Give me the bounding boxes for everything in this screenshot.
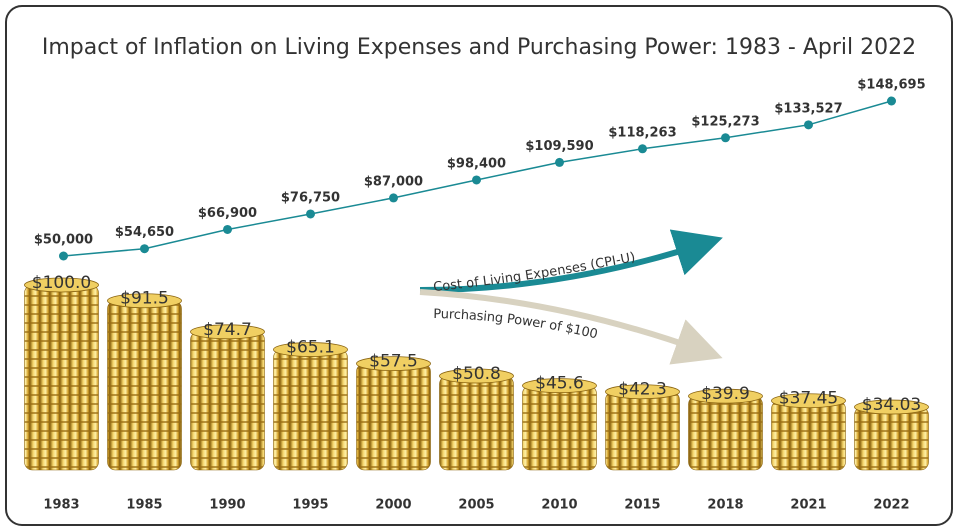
value-label: $50,000 xyxy=(34,233,93,248)
value-label: $100.0 xyxy=(32,273,91,293)
x-tick-label: 2005 xyxy=(458,498,494,513)
chart-title: Impact of Inflation on Living Expenses a… xyxy=(42,35,916,60)
value-label: $39.9 xyxy=(701,384,750,404)
point xyxy=(804,120,813,129)
coin-stack xyxy=(191,332,265,470)
coin-stack xyxy=(689,396,763,470)
value-label: $45.6 xyxy=(535,374,584,394)
x-tick-label: 2010 xyxy=(541,498,577,513)
value-label: $74.7 xyxy=(203,320,252,340)
coin-stack xyxy=(855,407,929,470)
x-tick-label: 2015 xyxy=(624,498,660,513)
point xyxy=(472,175,481,184)
value-label: $34.03 xyxy=(862,395,921,415)
coin-stack xyxy=(440,376,514,470)
value-label: $109,590 xyxy=(525,139,593,154)
x-tick-label: 1985 xyxy=(126,498,162,513)
x-tick-label: 2021 xyxy=(790,498,826,513)
coin-stack xyxy=(274,350,348,470)
coin-stack xyxy=(25,285,99,470)
value-label: $91.5 xyxy=(120,289,169,309)
value-label: $65.1 xyxy=(286,338,335,358)
value-label: $50.8 xyxy=(452,364,501,384)
value-label: $54,650 xyxy=(115,225,174,240)
x-tick-label: 1995 xyxy=(292,498,328,513)
point xyxy=(59,252,68,261)
point xyxy=(223,225,232,234)
point xyxy=(140,244,149,253)
value-label: $125,273 xyxy=(691,114,759,129)
coin-stack xyxy=(772,401,846,470)
value-label: $42.3 xyxy=(618,380,667,400)
point xyxy=(306,209,315,218)
value-label: $98,400 xyxy=(447,156,506,171)
x-tick-label: 2022 xyxy=(873,498,909,513)
point xyxy=(721,133,730,142)
value-label: $118,263 xyxy=(608,125,676,140)
point xyxy=(389,193,398,202)
chart: Impact of Inflation on Living Expenses a… xyxy=(0,0,959,531)
coin-stack xyxy=(357,364,431,470)
value-label: $148,695 xyxy=(857,78,925,93)
x-tick-label: 2018 xyxy=(707,498,743,513)
value-label: $57.5 xyxy=(369,352,418,372)
point xyxy=(555,158,564,167)
value-label: $66,900 xyxy=(198,206,257,221)
point xyxy=(638,144,647,153)
x-tick-label: 1983 xyxy=(43,498,79,513)
value-label: $87,000 xyxy=(364,174,423,189)
x-tick-label: 1990 xyxy=(209,498,245,513)
x-tick-label: 2000 xyxy=(375,498,411,513)
coin-stack xyxy=(606,392,680,470)
coin-stack xyxy=(523,386,597,470)
coin-stack xyxy=(108,301,182,470)
value-label: $133,527 xyxy=(774,101,842,116)
value-label: $37.45 xyxy=(779,389,838,409)
value-label: $76,750 xyxy=(281,190,340,205)
point xyxy=(887,97,896,106)
